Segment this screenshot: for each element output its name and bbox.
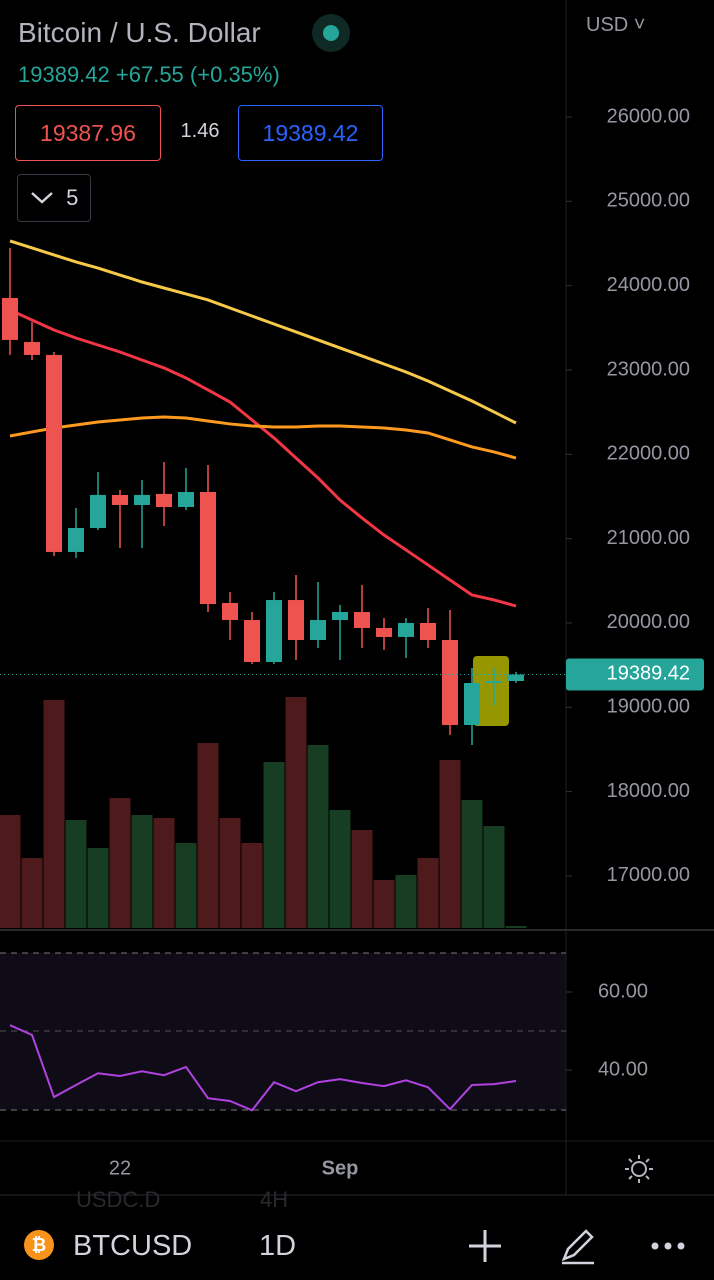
candle-body <box>178 491 194 508</box>
candle-body <box>46 354 62 552</box>
indicators-count: 5 <box>66 185 79 210</box>
y-tick-label: 23000.00 <box>607 358 690 380</box>
volume-bar <box>175 843 197 928</box>
candle-body <box>310 620 326 641</box>
symbol-button[interactable]: BTCUSD <box>73 1230 193 1262</box>
currency-selector[interactable]: USD ˅ <box>586 14 646 36</box>
x-tick-label: 22 <box>109 1157 131 1179</box>
candle-body <box>134 494 150 505</box>
candle-body <box>266 600 282 663</box>
bitcoin-icon: ₿ <box>24 1230 54 1260</box>
price-change-pct: (+0.35%) <box>189 62 280 87</box>
moving-average <box>9 415 517 460</box>
rsi-line <box>9 1024 517 1112</box>
volume-bar <box>307 745 329 928</box>
volume-bar <box>0 815 21 928</box>
candle-body <box>354 612 370 629</box>
candle-body <box>112 494 128 505</box>
add-button[interactable] <box>467 1228 503 1264</box>
volume-bar <box>417 858 439 928</box>
more-button[interactable] <box>650 1240 690 1252</box>
candle-body <box>376 628 392 637</box>
currency: USD <box>586 14 629 36</box>
svg-text:₿: ₿ <box>32 1235 47 1255</box>
symbol-title: Bitcoin / U.S. Dollar <box>18 17 261 48</box>
last-price: 19389.42 <box>18 62 110 87</box>
toolbar: USDC.D 4H ₿ BTCUSD 1D <box>0 1187 714 1280</box>
candle-body <box>90 494 106 529</box>
y-tick-label: 24000.00 <box>607 274 690 296</box>
y-tick-label: 17000.00 <box>607 864 690 886</box>
volume-bar <box>285 697 307 928</box>
y-tick-label: 25000.00 <box>607 190 690 212</box>
volume-bar <box>351 830 373 928</box>
y-tick-label: 22000.00 <box>607 443 690 465</box>
volume-bar <box>65 820 87 928</box>
y-tick-label: 19000.00 <box>607 696 690 718</box>
y-tick-label: 26000.00 <box>607 105 690 127</box>
spread: 1.46 <box>180 120 220 142</box>
candle-body <box>398 622 414 637</box>
volume-bar <box>219 818 241 928</box>
candle-body <box>288 600 304 641</box>
volume-bar <box>329 810 351 928</box>
moving-average <box>9 308 517 608</box>
x-tick-label: Sep <box>322 1157 359 1179</box>
status-indicator <box>312 14 350 52</box>
volume-bar <box>241 843 263 928</box>
volume-bar <box>197 743 219 928</box>
interval-button[interactable]: 1D <box>259 1230 297 1262</box>
volume-bar <box>131 815 153 928</box>
candle-body <box>222 602 238 621</box>
volume-bar <box>109 798 131 928</box>
volume-bar <box>87 848 109 928</box>
volume-bar <box>395 875 417 928</box>
volume-bar <box>373 880 395 928</box>
candle-body <box>200 491 216 604</box>
volume-bar <box>263 762 285 928</box>
settings-icon[interactable] <box>625 1155 653 1183</box>
volume-bar <box>505 926 527 928</box>
volume-bar <box>153 818 175 928</box>
candle-body <box>332 612 348 621</box>
moving-average <box>9 239 517 425</box>
y-tick-label: 21000.00 <box>607 527 690 549</box>
rsi-band <box>0 953 566 1110</box>
volume-bar <box>43 700 65 928</box>
volume-bar <box>461 800 483 928</box>
candle-body <box>508 674 524 681</box>
rsi-tick-label: 40.00 <box>598 1058 648 1080</box>
candle-body <box>486 680 502 684</box>
candle-body <box>244 620 260 663</box>
candle-body <box>156 493 172 508</box>
highlight <box>473 656 509 726</box>
candle-body <box>2 297 18 340</box>
rsi-tick-label: 60.00 <box>598 980 648 1002</box>
current-price-label: 19389.42 <box>607 663 690 685</box>
indicators-toggle[interactable]: 5 <box>17 174 91 222</box>
price-line: 19389.42 +67.55 (+0.35%) <box>18 62 280 88</box>
candle-body <box>420 622 436 641</box>
volume-bar <box>483 826 505 928</box>
ghost-symbol: USDC.D <box>76 1187 161 1212</box>
ghost-interval: 4H <box>260 1187 289 1212</box>
candle-body <box>68 528 84 552</box>
y-tick-label: 20000.00 <box>607 611 690 633</box>
draw-button[interactable] <box>558 1225 598 1265</box>
volume-bar <box>439 760 461 928</box>
sell-button[interactable]: 19387.96 <box>15 105 161 161</box>
current-price-tag <box>566 658 704 691</box>
y-tick-label: 18000.00 <box>607 780 690 802</box>
candle-body <box>442 640 458 726</box>
candle-body <box>24 341 40 355</box>
buy-button[interactable]: 19389.42 <box>238 105 383 161</box>
candle-body <box>464 683 480 726</box>
chevron-icon <box>31 192 53 204</box>
volume-bar <box>21 858 43 928</box>
price-change: +67.55 <box>115 62 184 87</box>
